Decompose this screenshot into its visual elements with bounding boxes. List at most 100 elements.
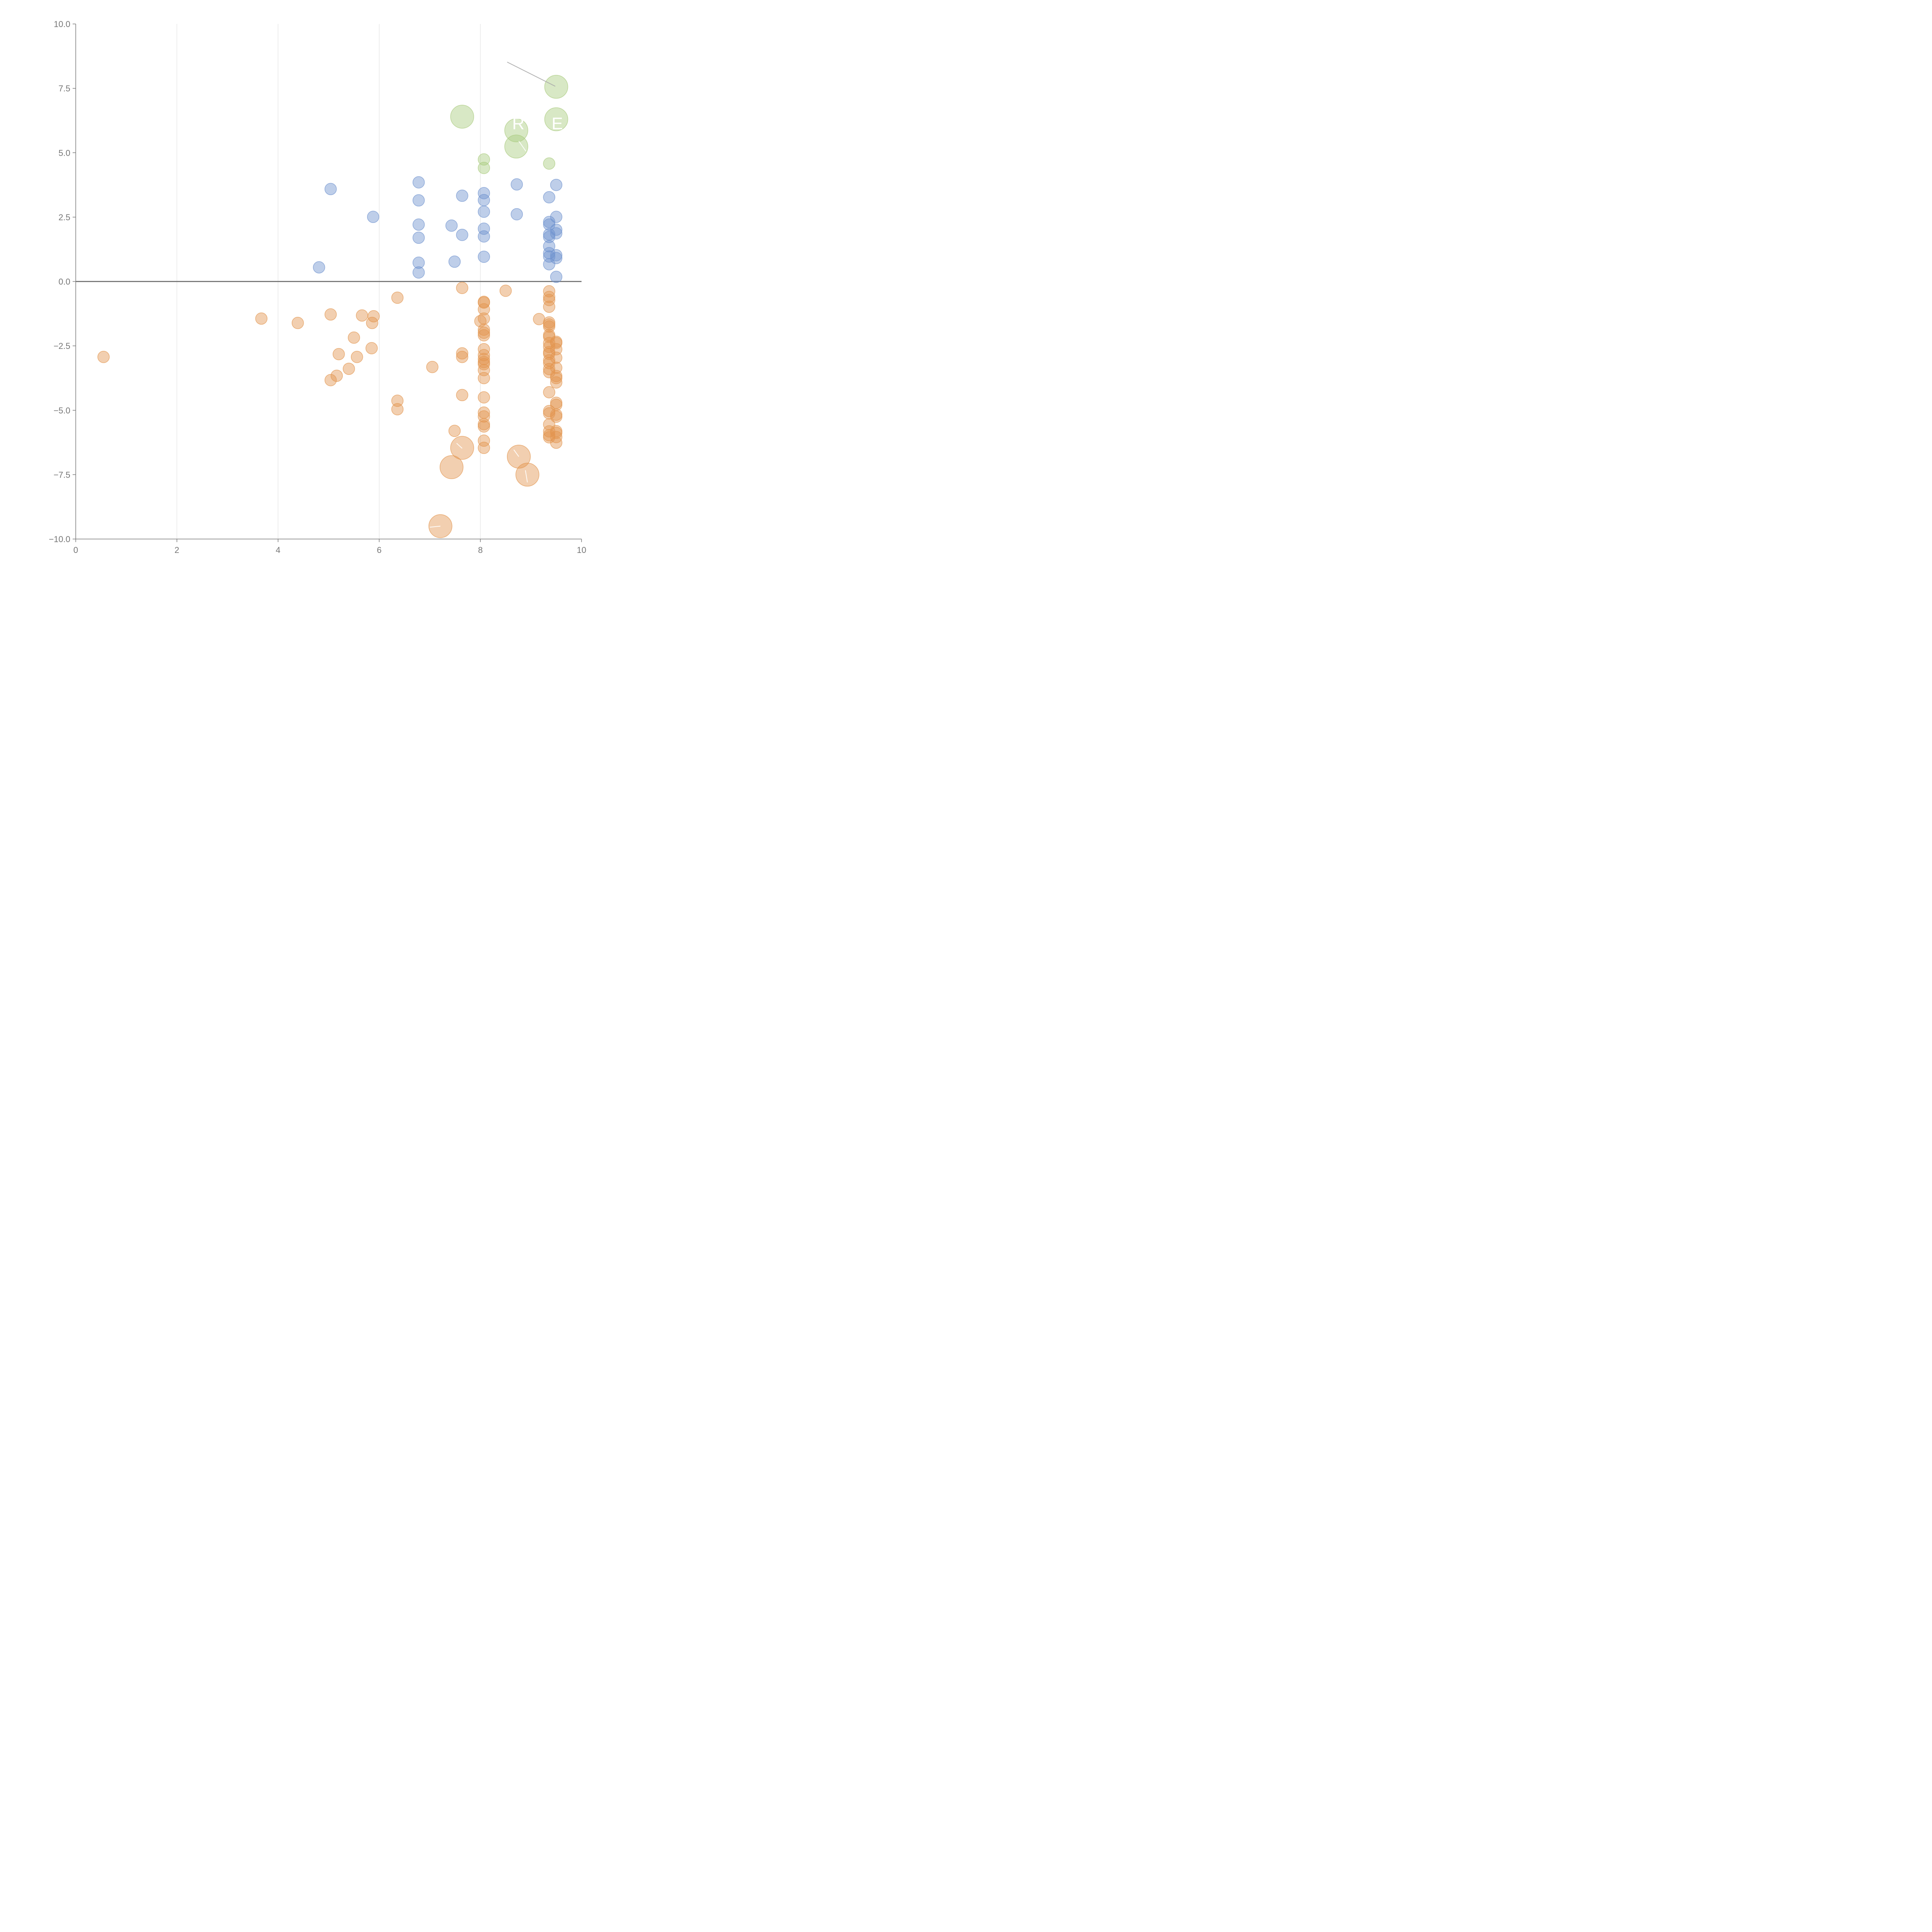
data-point [550,211,563,223]
data-point [543,348,555,360]
data-point [367,211,379,223]
leader-line [513,449,519,457]
data-point [343,362,355,375]
leader-line [518,141,526,151]
data-point-large [544,75,568,99]
data-point [478,296,490,309]
x-tick-label: 8 [478,545,483,555]
data-point [543,240,555,252]
data-point [478,206,490,218]
data-point [391,395,404,407]
y-tick-label: 10.0 [54,19,70,29]
point-annotation: R [512,114,524,133]
data-point [543,157,555,170]
data-point [478,372,490,384]
data-point [324,183,337,195]
data-point [456,189,468,202]
data-point [550,436,563,449]
data-point [550,352,563,364]
data-point [543,386,555,398]
data-point [478,391,490,404]
y-tick-label: −7.5 [54,470,70,480]
data-point [456,282,468,294]
data-point [550,179,563,191]
axes [73,24,582,542]
data-point [550,376,563,389]
data-point [426,361,439,373]
x-tick-label: 0 [73,545,78,555]
data-point [478,434,490,447]
data-point-large [504,134,528,159]
data-point [478,303,490,316]
data-point [550,337,563,349]
data-point [550,372,563,384]
data-point-large [450,105,474,129]
point-annotation: E [551,114,563,133]
x-tick-label: 4 [276,545,280,555]
data-point [510,208,523,221]
x-tick-label: 6 [377,545,381,555]
data-point [499,284,512,297]
y-tick-label: 0.0 [58,277,70,287]
data-point [478,329,490,342]
data-point [366,342,378,354]
data-point [367,310,380,323]
data-point [332,348,345,361]
data-point [478,327,490,339]
data-point-large [544,107,568,131]
data-point [412,218,425,231]
data-point [550,227,563,240]
data-point [478,349,490,361]
data-point [478,153,490,166]
data-point [391,291,404,304]
data-points [97,75,568,538]
y-tick-label: 5.0 [58,148,70,158]
scatter-chart: 0 2 4 6 8 10 10.0 7.5 5.0 2.5 0.0 −2.5 −5.0 −7.5 −10.0… [0,0,597,597]
data-point [550,223,563,236]
data-point [330,369,343,382]
data-point [412,257,425,269]
data-point [412,231,425,244]
data-point [543,191,555,204]
data-point [448,425,461,437]
data-point [543,216,555,228]
data-point [448,255,461,268]
data-point [478,194,490,206]
x-tick-label: 10 [577,545,586,555]
data-point [291,317,304,329]
leader-line [507,61,556,87]
x-tick-label: 2 [175,545,179,555]
data-point-large [504,118,528,143]
data-point [550,249,563,262]
data-point [478,162,490,174]
data-point [543,218,555,231]
leader-line [525,470,528,483]
data-point [478,230,490,243]
data-point [550,252,563,264]
y-tick-label: 2.5 [58,213,70,222]
data-point-large [439,455,464,479]
y-tick-label: −5.0 [54,406,70,415]
y-tick-label: −10.0 [49,534,70,544]
leader-line [430,526,440,528]
data-point [543,294,555,306]
data-point [456,389,468,401]
data-point [478,442,490,454]
data-point [550,270,563,283]
data-point [351,351,363,363]
data-point [456,351,468,363]
data-point [543,320,555,333]
y-tick-label: −2.5 [54,341,70,351]
data-point [348,332,360,344]
data-point [356,309,368,322]
data-point [445,219,458,232]
data-point [255,312,268,325]
data-point [313,261,325,274]
leader-line [456,443,463,449]
data-point [324,374,337,386]
data-point [478,187,490,199]
y-tick-label: 7.5 [58,84,70,94]
chart-canvas: 0 2 4 6 8 10 10.0 7.5 5.0 2.5 0.0 −2.5 −5.0 −7.5 −10.0… [49,19,586,555]
data-point [510,178,523,190]
data-point [550,410,563,423]
